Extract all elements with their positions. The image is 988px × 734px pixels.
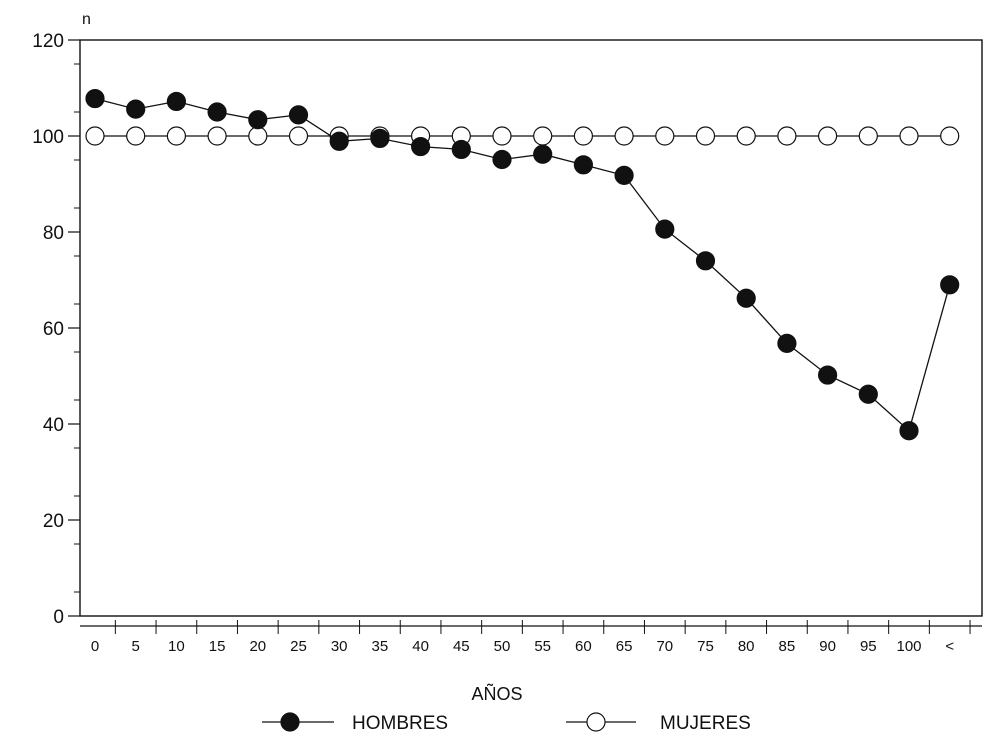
series-mujeres — [85, 126, 960, 146]
x-tick-label-45: 45 — [453, 638, 470, 655]
point-mujeres-< — [940, 126, 960, 146]
point-hombres-45 — [451, 139, 471, 160]
series-hombres — [85, 88, 960, 441]
x-tick-label-20: 20 — [249, 638, 266, 655]
point-hombres-60 — [573, 155, 594, 175]
point-hombres-50 — [492, 149, 512, 170]
series-layer — [85, 88, 960, 441]
point-mujeres-85 — [777, 126, 797, 146]
point-mujeres-25 — [288, 126, 309, 146]
point-hombres-30 — [329, 131, 349, 151]
y-tick-label-80: 80 — [43, 223, 64, 244]
point-mujeres-60 — [573, 126, 594, 146]
point-mujeres-20 — [248, 126, 268, 146]
x-tick-label-5: 5 — [132, 638, 140, 655]
plot-frame — [79, 39, 983, 617]
point-hombres-10 — [166, 91, 186, 112]
x-tick-label-10: 10 — [168, 638, 185, 655]
point-mujeres-55 — [533, 126, 553, 146]
x-tick-label-<: < — [945, 638, 954, 655]
legend: HOMBRES MUJERES — [262, 712, 751, 734]
point-mujeres-95 — [858, 126, 878, 146]
y-tick-label-120: 120 — [32, 31, 64, 52]
x-tick-label-100: 100 — [896, 638, 921, 655]
point-hombres-20 — [248, 110, 268, 130]
point-hombres-40 — [411, 136, 431, 157]
x-tick-label-65: 65 — [616, 638, 633, 655]
x-tick-label-0: 0 — [91, 638, 99, 655]
point-hombres-55 — [533, 144, 553, 164]
point-hombres-90 — [817, 365, 838, 385]
point-mujeres-65 — [614, 126, 634, 146]
point-mujeres-15 — [207, 126, 227, 146]
x-tick-label-80: 80 — [738, 638, 755, 655]
point-hombres-35 — [370, 128, 390, 148]
y-tick-label-40: 40 — [43, 415, 64, 436]
x-axis: 0 5 10 15 20 25 30 35 40 45 50 55 60 65 70 75 80 85 90 95 10… — [80, 620, 982, 655]
point-mujeres-75 — [695, 126, 716, 146]
point-hombres-65 — [614, 165, 634, 185]
y-axis-label: n — [82, 11, 91, 28]
y-tick-label-20: 20 — [43, 511, 64, 532]
point-mujeres-100 — [899, 126, 919, 146]
x-tick-label-75: 75 — [697, 638, 714, 655]
x-tick-label-90: 90 — [819, 638, 836, 655]
point-hombres-< — [940, 275, 960, 295]
y-axis: 0 20 40 60 80 100 120 — [32, 31, 80, 628]
point-hombres-80 — [736, 288, 756, 308]
x-tick-label-60: 60 — [575, 638, 592, 655]
x-tick-label-70: 70 — [656, 638, 673, 655]
point-mujeres-90 — [817, 126, 838, 146]
point-hombres-25 — [288, 105, 309, 125]
x-tick-label-85: 85 — [779, 638, 796, 655]
point-hombres-0 — [85, 88, 105, 109]
point-mujeres-10 — [166, 126, 186, 146]
point-hombres-85 — [777, 333, 797, 353]
point-hombres-70 — [655, 219, 675, 239]
x-tick-label-50: 50 — [494, 638, 511, 655]
legend-item-hombres: HOMBRES — [262, 712, 448, 734]
point-mujeres-80 — [736, 126, 756, 146]
legend-marker-hombres — [280, 712, 300, 732]
x-tick-label-40: 40 — [412, 638, 429, 655]
legend-item-mujeres: MUJERES — [566, 712, 751, 734]
point-hombres-5 — [126, 99, 146, 119]
x-tick-label-30: 30 — [331, 638, 348, 655]
legend-marker-mujeres — [586, 712, 606, 732]
x-tick-label-25: 25 — [290, 638, 307, 655]
point-hombres-100 — [899, 421, 919, 441]
point-mujeres-0 — [85, 126, 105, 146]
y-tick-label-60: 60 — [43, 319, 64, 340]
x-tick-label-15: 15 — [209, 638, 226, 655]
legend-label-hombres: HOMBRES — [352, 713, 448, 734]
legend-label-mujeres: MUJERES — [660, 713, 751, 734]
x-tick-label-35: 35 — [372, 638, 389, 655]
point-hombres-75 — [695, 251, 716, 271]
y-tick-label-0: 0 — [53, 607, 64, 628]
series-line-hombres — [94, 97, 951, 432]
x-axis-label: AÑOS — [471, 683, 522, 704]
point-mujeres-70 — [655, 126, 675, 146]
x-tick-label-55: 55 — [534, 638, 551, 655]
x-tick-label-95: 95 — [860, 638, 877, 655]
point-mujeres-5 — [126, 126, 146, 146]
point-hombres-15 — [207, 102, 227, 122]
point-mujeres-50 — [492, 126, 512, 146]
y-tick-label-100: 100 — [32, 127, 64, 148]
point-hombres-95 — [858, 384, 878, 404]
